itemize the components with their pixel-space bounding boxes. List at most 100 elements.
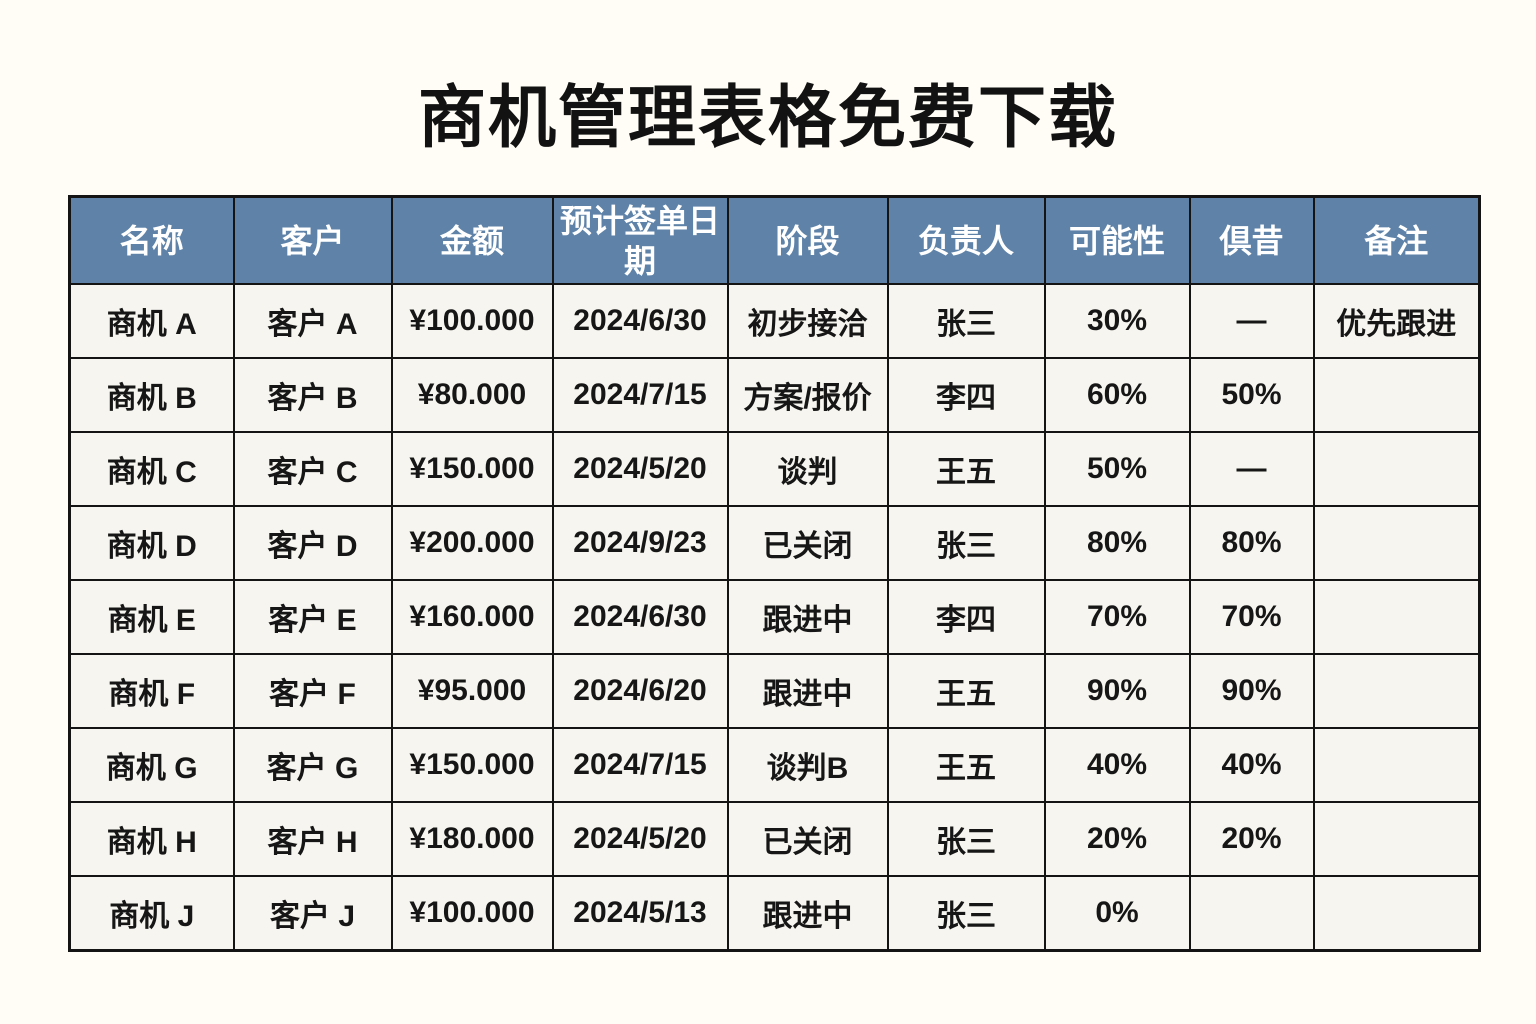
table-cell: ¥200.000	[390, 505, 554, 581]
table-cell: ¥100.000	[390, 875, 554, 952]
table-cell: 60%	[1043, 357, 1191, 433]
table-cell: 初步接洽	[726, 283, 889, 359]
table-cell: 方案/报价	[726, 357, 889, 433]
table-cell	[1312, 653, 1481, 729]
table-row: 商机 E 客户 E ¥160.000 2024/6/30 跟进中 李四 70% 70%	[68, 579, 1481, 655]
table-cell: 2024/7/15	[551, 727, 729, 803]
column-header: 备注	[1312, 195, 1481, 285]
table-cell: 70%	[1188, 579, 1315, 655]
table-cell: 20%	[1043, 801, 1191, 877]
table-cell: 2024/6/30	[551, 283, 729, 359]
table-cell: 客户 C	[232, 431, 393, 507]
table-cell: 客户 E	[232, 579, 393, 655]
table-cell: 李四	[886, 357, 1046, 433]
table-cell	[1312, 801, 1481, 877]
table-row: 商机 G 客户 G ¥150.000 2024/7/15 谈判B 王五 40% 40%	[68, 727, 1481, 803]
table-cell: 客户 F	[232, 653, 393, 729]
table-cell: ¥95.000	[390, 653, 554, 729]
table-row: 商机 C 客户 C ¥150.000 2024/5/20 谈判 王五 50% —	[68, 431, 1481, 507]
table-cell: 已关闭	[726, 801, 889, 877]
table-cell: 商机 E	[68, 579, 235, 655]
table-cell: 跟进中	[726, 579, 889, 655]
column-header: 预计签单日期	[551, 195, 729, 285]
table-cell: 50%	[1188, 357, 1315, 433]
column-header: 负责人	[886, 195, 1046, 285]
table-cell: 商机 C	[68, 431, 235, 507]
table-cell	[1312, 579, 1481, 655]
table-cell: 2024/5/20	[551, 431, 729, 507]
table-cell: 40%	[1043, 727, 1191, 803]
table-row: 商机 D 客户 D ¥200.000 2024/9/23 已关闭 张三 80% 80%	[68, 505, 1481, 581]
column-header: 名称	[68, 195, 235, 285]
table-cell: 2024/5/13	[551, 875, 729, 952]
table-cell: 客户 H	[232, 801, 393, 877]
table-cell: —	[1188, 431, 1315, 507]
table-cell: 张三	[886, 283, 1046, 359]
table-cell: 2024/6/20	[551, 653, 729, 729]
column-header: 金额	[390, 195, 554, 285]
table-row: 商机 F 客户 F ¥95.000 2024/6/20 跟进中 王五 90% 90%	[68, 653, 1481, 729]
table-cell: 王五	[886, 653, 1046, 729]
table-cell: 客户 J	[232, 875, 393, 952]
table-cell: 客户 D	[232, 505, 393, 581]
table-cell: ¥180.000	[390, 801, 554, 877]
table-cell: 已关闭	[726, 505, 889, 581]
table-cell: 20%	[1188, 801, 1315, 877]
table-row: 商机 A 客户 A ¥100.000 2024/6/30 初步接洽 张三 30% — 优先跟进	[68, 283, 1481, 359]
table-row: 商机 B 客户 B ¥80.000 2024/7/15 方案/报价 李四 60% 50%	[68, 357, 1481, 433]
table-cell: 0%	[1043, 875, 1191, 952]
table-cell: 2024/6/30	[551, 579, 729, 655]
table-cell	[1312, 875, 1481, 952]
opportunity-table: 名称 客户 金额 预计签单日期 阶段 负责人 可能性 倶昔 备注 商机 A 客户 A ¥100.00…	[68, 195, 1481, 952]
table-cell: 80%	[1043, 505, 1191, 581]
table-cell: 王五	[886, 431, 1046, 507]
table-cell	[1188, 875, 1315, 952]
table-cell: 客户 B	[232, 357, 393, 433]
table-cell: 80%	[1188, 505, 1315, 581]
table-cell	[1312, 727, 1481, 803]
table-cell: 客户 G	[232, 727, 393, 803]
table-cell	[1312, 505, 1481, 581]
table-cell: 70%	[1043, 579, 1191, 655]
table-body: 商机 A 客户 A ¥100.000 2024/6/30 初步接洽 张三 30% — 优先跟进商…	[68, 283, 1481, 952]
table-cell: 客户 A	[232, 283, 393, 359]
table-cell: 40%	[1188, 727, 1315, 803]
table-row: 商机 H 客户 H ¥180.000 2024/5/20 已关闭 张三 20% 20%	[68, 801, 1481, 877]
column-header: 阶段	[726, 195, 889, 285]
table-cell: 张三	[886, 801, 1046, 877]
column-header: 客户	[232, 195, 393, 285]
table-cell: ¥160.000	[390, 579, 554, 655]
table-cell: 2024/9/23	[551, 505, 729, 581]
table-cell: 90%	[1043, 653, 1191, 729]
header-row: 名称 客户 金额 预计签单日期 阶段 负责人 可能性 倶昔 备注	[68, 195, 1481, 285]
table-cell: 李四	[886, 579, 1046, 655]
table-cell	[1312, 357, 1481, 433]
table-cell: 商机 G	[68, 727, 235, 803]
table-cell: 张三	[886, 505, 1046, 581]
table-cell: ¥80.000	[390, 357, 554, 433]
table-cell: ¥150.000	[390, 431, 554, 507]
table-cell	[1312, 431, 1481, 507]
column-header: 可能性	[1043, 195, 1191, 285]
page-title: 商机管理表格免费下载	[417, 80, 1118, 156]
table-cell: 50%	[1043, 431, 1191, 507]
column-header: 倶昔	[1188, 195, 1315, 285]
table-cell: 谈判B	[726, 727, 889, 803]
table-cell: 跟进中	[726, 875, 889, 952]
table-cell: 商机 D	[68, 505, 235, 581]
table-cell: 商机 A	[68, 283, 235, 359]
table-cell: 2024/7/15	[551, 357, 729, 433]
table-cell: 商机 H	[68, 801, 235, 877]
table-cell: 30%	[1043, 283, 1191, 359]
table-cell: 优先跟进	[1312, 283, 1481, 359]
table-cell: 王五	[886, 727, 1046, 803]
table-cell: —	[1188, 283, 1315, 359]
table-cell: 张三	[886, 875, 1046, 952]
table-cell: 跟进中	[726, 653, 889, 729]
table-cell: ¥100.000	[390, 283, 554, 359]
table-cell: 90%	[1188, 653, 1315, 729]
table-cell: 商机 B	[68, 357, 235, 433]
table-cell: ¥150.000	[390, 727, 554, 803]
table-cell: 2024/5/20	[551, 801, 729, 877]
